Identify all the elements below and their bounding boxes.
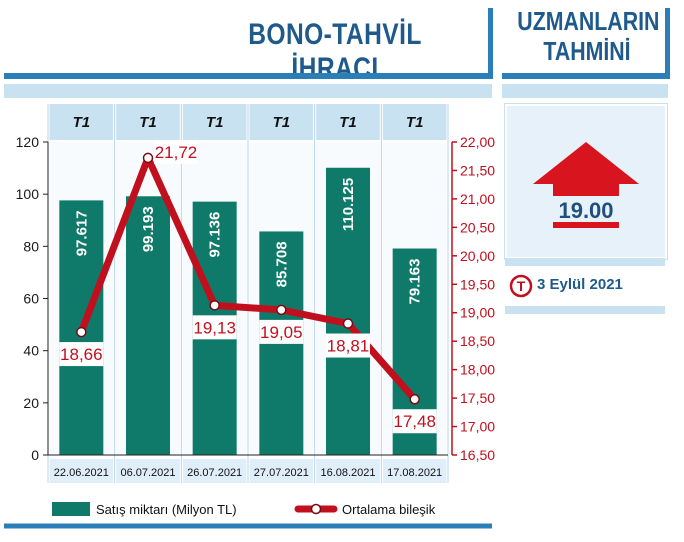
y-left-tick-label: 40 — [23, 343, 39, 359]
logo-t-icon: T — [509, 274, 533, 298]
y-right-tick-label: 21,00 — [460, 191, 495, 207]
forecast-date-row: T 3 Eylül 2021 — [505, 274, 665, 298]
legend-label-bar: Satış miktarı (Milyon TL) — [96, 502, 237, 517]
forecast-title-line2: TAHMİNİ — [543, 36, 631, 66]
column-header: T1 — [73, 114, 91, 131]
line-value-label: 19,13 — [193, 318, 236, 337]
y-left-tick-label: 0 — [31, 447, 39, 463]
y-left-tick-label: 60 — [23, 291, 39, 307]
bar-value-label: 97.136 — [207, 212, 224, 258]
forecast-title-rule — [502, 73, 668, 79]
bar-value-label: 85.708 — [273, 241, 290, 287]
legend-swatch-point — [310, 503, 322, 515]
x-tick-label: 16.08.2021 — [320, 467, 375, 479]
forecast-title-band — [502, 84, 668, 98]
line-value-label: 21,72 — [155, 143, 198, 162]
y-left-tick-label: 20 — [23, 395, 39, 411]
y-right-tick-label: 19,00 — [460, 305, 495, 321]
y-right-tick-label: 20,50 — [460, 219, 495, 235]
logo-letter: T — [517, 278, 526, 294]
up-arrow-icon — [533, 142, 639, 228]
forecast-box-band — [505, 258, 665, 266]
legend-swatch-bar — [52, 502, 90, 516]
y-left-tick-label: 120 — [16, 134, 40, 150]
line-value-label: 18,66 — [60, 345, 103, 364]
x-tick-label: 06.07.2021 — [120, 467, 175, 479]
chart-title: BONO-TAHVİL İHRACI — [248, 18, 422, 85]
line-value-label: 19,05 — [260, 323, 303, 342]
forecast-box: 19.00 — [505, 104, 667, 259]
forecast-title-line1: UZMANLARIN — [517, 6, 660, 36]
y-right-tick-label: 17,50 — [460, 390, 495, 406]
y-right-tick-label: 20,00 — [460, 248, 495, 264]
line-point — [142, 152, 154, 164]
forecast-date: 3 Eylül 2021 — [537, 276, 623, 293]
column-header: T1 — [273, 114, 291, 131]
line-value-label-bg — [59, 342, 104, 367]
bar — [126, 196, 170, 455]
y-right-tick-label: 22,00 — [460, 134, 495, 150]
column-header: T1 — [139, 114, 157, 131]
y-left-tick-label: 100 — [16, 186, 40, 202]
line-value-label-bg — [154, 139, 198, 164]
forecast-date-band — [505, 306, 665, 314]
line-point — [409, 393, 420, 405]
title-rule-vertical — [488, 8, 493, 79]
forecast-title-rule-vertical — [665, 8, 670, 79]
bar — [326, 167, 370, 455]
line-value-label-bg — [192, 315, 237, 340]
y-right-tick-label: 19,50 — [460, 276, 495, 292]
legend: Satış miktarı (Milyon TL) Ortalama bileşi… — [4, 494, 492, 529]
y-right-tick-label: 16,50 — [460, 447, 495, 463]
column-header: T1 — [206, 114, 224, 131]
column-header: T1 — [339, 114, 357, 131]
x-tick-label: 26.07.2021 — [187, 467, 242, 479]
line-value-label-bg — [326, 333, 370, 358]
line-point — [76, 326, 87, 338]
line-value-label: 18,81 — [327, 337, 370, 356]
x-tick-label: 22.06.2021 — [54, 467, 109, 479]
forecast-underline — [553, 222, 619, 228]
y-right-tick-label: 21,50 — [460, 162, 495, 178]
y-right-tick-label: 17,00 — [460, 419, 495, 435]
line-point — [276, 304, 287, 316]
title-band — [4, 84, 492, 98]
x-tick-label: 27.07.2021 — [254, 467, 309, 479]
bar-value-label: 97.617 — [73, 210, 90, 256]
line-value-label-bg — [259, 319, 304, 344]
x-tick-label: 17.08.2021 — [387, 467, 442, 479]
y-right-tick-label: 18,50 — [460, 333, 495, 349]
line-value-label: 17,48 — [393, 412, 436, 431]
bar-value-label: 79.163 — [407, 259, 424, 305]
y-right-tick-label: 18,00 — [460, 362, 495, 378]
y-left-tick-label: 80 — [23, 238, 39, 254]
line-point — [342, 318, 354, 329]
bar-value-label: 110.125 — [340, 178, 357, 231]
forecast-value: 19.00 — [558, 198, 614, 223]
forecast-title: UZMANLARIN TAHMİNİ — [517, 6, 660, 66]
line-point — [209, 300, 220, 311]
column-header: T1 — [406, 114, 424, 131]
legend-label-line: Ortalama bileşik — [342, 502, 436, 517]
up-arrow-head — [533, 142, 639, 196]
title-rule — [4, 73, 492, 79]
line-value-label-bg — [392, 409, 437, 434]
bar-value-label: 99.193 — [140, 206, 157, 252]
